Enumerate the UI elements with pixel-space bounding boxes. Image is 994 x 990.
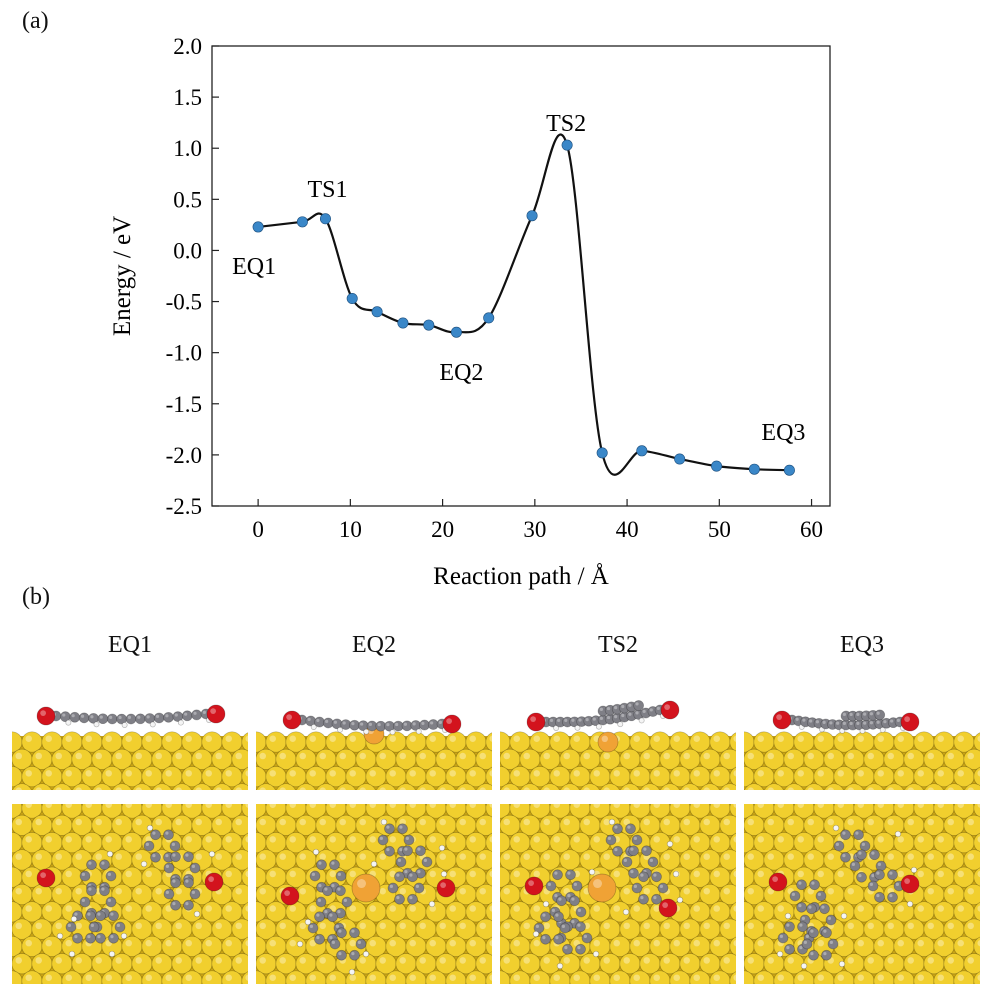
data-point [483,312,495,324]
top-view-eq2 [256,804,492,984]
adsorbed-molecules-side [772,709,920,734]
data-point [252,221,264,233]
y-tick-label: -2.0 [166,443,202,468]
x-tick-label: 30 [523,517,546,542]
adsorbed-molecules-side [36,704,226,728]
x-tick-label: 60 [800,517,823,542]
data-point [783,464,795,476]
adsorbed-molecules [768,824,920,970]
x-tick-label: 10 [339,517,362,542]
gold-surface [500,731,736,790]
data-point [346,292,358,304]
y-tick-label: -1.0 [166,341,202,366]
data-point [371,306,383,318]
side-view-eq1 [12,690,248,790]
y-tick-label: -1.5 [166,392,202,417]
side-view-eq2 [256,690,492,790]
y-tick-label: -0.5 [166,290,202,315]
y-tick-label: 1.0 [173,136,202,161]
y-axis-label: Energy / eV [109,216,136,336]
data-point [450,326,462,338]
energy-profile-chart: 2.0 1.5 1.0 0.5 0.0 -0.5 -1.0 -1.5 -2.0 -2.5 0 10 2… [109,34,831,590]
structure-title-eq1: EQ1 [108,632,152,658]
y-tick-label: 0.0 [173,238,202,263]
x-tick-label: 50 [708,517,731,542]
adsorbed-molecules [280,818,456,976]
annotation-eq1: EQ1 [232,254,276,280]
adsorbed-molecules-side [526,700,680,753]
y-tick-label: 0.5 [173,187,202,212]
structure-title-ts2: TS2 [597,632,638,658]
data-point [596,447,608,459]
gold-surface [500,804,736,984]
gold-surface [256,804,492,984]
gold-surface [12,731,248,790]
data-point [711,460,723,472]
annotation-ts2: TS2 [546,111,586,137]
structure-title-eq2: EQ2 [352,632,396,658]
annotation-ts1: TS1 [307,177,347,203]
gold-surface [12,804,248,984]
panel-a-label: (a) [22,8,49,34]
data-point [319,213,331,225]
y-tick-label: 2.0 [173,34,202,59]
side-view-eq3 [744,690,980,790]
y-tick-label: -2.5 [166,494,202,519]
data-point [674,453,686,465]
x-axis-label: Reaction path / Å [433,563,609,590]
adsorbed-molecules [36,824,224,958]
x-tick-label: 0 [252,517,264,542]
data-point [561,139,573,151]
x-tick-label: 40 [616,517,639,542]
annotation-eq3: EQ3 [761,420,805,446]
structure-title-eq3: EQ3 [840,632,884,658]
side-view-ts2 [500,690,736,790]
gold-surface [744,731,980,790]
panel-b-label: (b) [22,584,50,610]
data-point [636,445,648,457]
plot-frame [211,45,831,507]
adsorbed-molecules-side [282,710,462,745]
data-point [423,319,435,331]
data-point [748,463,760,475]
data-point [296,216,308,228]
y-tick-label: 1.5 [173,85,202,110]
top-view-eq1 [12,804,248,984]
data-point [526,210,538,222]
adsorbed-molecules [524,818,684,970]
x-tick-label: 20 [431,517,454,542]
top-view-ts2 [500,804,736,984]
annotation-eq2: EQ2 [439,360,483,386]
data-point [397,317,409,329]
top-view-eq3 [744,804,980,984]
